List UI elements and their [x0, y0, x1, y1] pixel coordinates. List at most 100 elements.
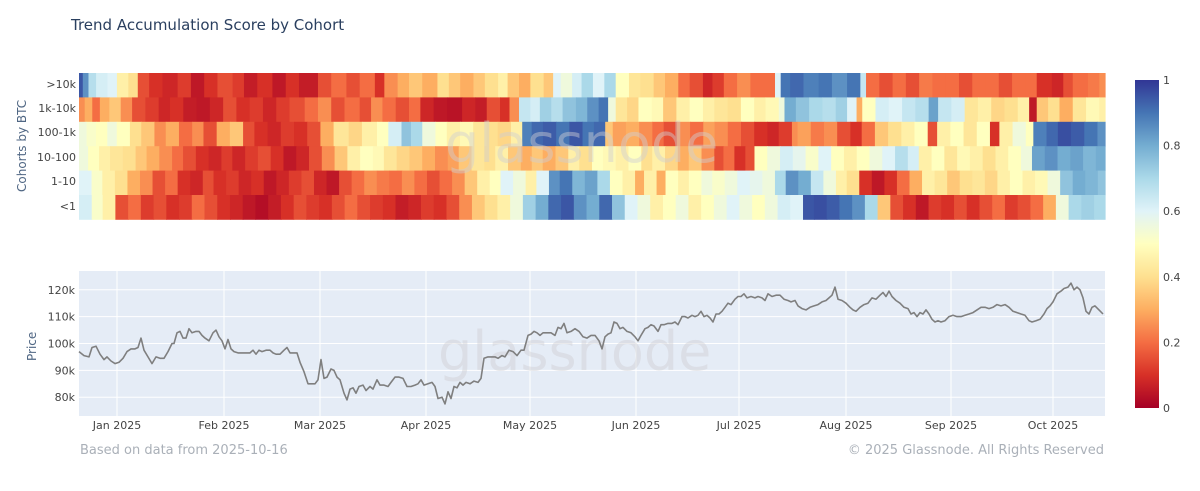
heatmap-cell — [223, 97, 238, 123]
cohort-label: 100-1k — [37, 126, 76, 139]
heatmap-cell — [204, 73, 219, 98]
heatmap-cell — [639, 121, 653, 147]
heatmap-cell — [110, 146, 124, 171]
heatmap-cell — [551, 97, 564, 123]
x-tick-label: Jun 2025 — [611, 419, 661, 432]
heatmap-cell — [289, 97, 306, 123]
heatmap-cell — [497, 121, 512, 147]
heatmap-cell — [1072, 170, 1086, 196]
heatmap-cell — [1017, 97, 1030, 123]
heatmap-cell — [947, 170, 961, 196]
heatmap-cell — [422, 121, 437, 147]
heatmap-cell — [306, 195, 320, 220]
heatmap-cell — [107, 73, 118, 98]
heatmap-cell — [739, 195, 753, 220]
heatmap-cell — [1097, 170, 1106, 196]
heatmap-cell — [701, 170, 713, 196]
heatmap-cell — [869, 146, 883, 171]
heatmap-cell — [213, 170, 227, 196]
heatmap-cell — [382, 195, 397, 220]
heatmap-cell — [662, 195, 677, 220]
heatmap-cell — [459, 121, 474, 147]
heatmap-cell — [409, 146, 423, 171]
heatmap-cell — [79, 195, 93, 220]
heatmap-cell — [823, 121, 838, 147]
heatmap-cell — [640, 73, 655, 98]
heatmap-cell — [471, 195, 486, 220]
heatmap-cell — [348, 121, 363, 147]
heatmap-cell — [107, 121, 118, 147]
heatmap-cell — [209, 97, 224, 123]
heatmap-cell — [484, 73, 499, 98]
heatmap-cell — [91, 195, 104, 220]
heatmap-cell — [972, 73, 987, 98]
heatmap-cell — [1036, 73, 1053, 98]
heatmap-cell — [446, 195, 460, 220]
heatmap-cell — [1029, 97, 1038, 123]
heatmap-cell — [964, 97, 979, 123]
colorbar-tick-label: 0 — [1163, 402, 1170, 415]
heatmap-cell — [522, 195, 537, 220]
heatmap-cell — [114, 170, 129, 196]
heatmap-cell — [726, 195, 740, 220]
heatmap-cell — [874, 121, 889, 147]
heatmap-cell — [1017, 195, 1032, 220]
heatmap-cell — [784, 97, 797, 123]
heatmap-cell — [177, 73, 192, 98]
heatmap-cell — [531, 121, 544, 147]
heatmap-cell — [888, 97, 903, 123]
heatmap-cell — [99, 97, 110, 123]
cohort-label: 10-100 — [37, 151, 76, 164]
heatmap-cell — [79, 121, 88, 147]
heatmap-cell — [934, 170, 948, 196]
heatmap-cell — [447, 146, 460, 171]
heatmap-cell — [92, 97, 101, 123]
heatmap-cell — [859, 170, 873, 196]
heatmap-cell — [420, 97, 435, 123]
heatmap-cell — [95, 121, 108, 147]
heatmap-cell — [344, 195, 358, 220]
heatmap-cell — [969, 146, 984, 171]
heatmap-cell — [798, 170, 812, 196]
heatmap-cell — [263, 170, 277, 196]
heatmap-cell — [221, 146, 233, 171]
heatmap-cell — [663, 97, 677, 123]
heatmap-cell — [162, 73, 179, 98]
heatmap-cell — [192, 121, 205, 147]
heatmap-cell — [579, 146, 593, 171]
heatmap-cell — [780, 73, 791, 98]
heatmap-cell — [331, 73, 347, 98]
heatmap-cell — [977, 97, 992, 123]
heatmap-cell — [238, 170, 252, 196]
heatmap-cell — [797, 121, 812, 147]
heatmap-cell — [272, 73, 287, 98]
heatmap-cell — [966, 195, 981, 220]
heatmap-cell — [740, 97, 755, 123]
heatmap-cell — [850, 121, 863, 147]
heatmap-cell — [293, 195, 307, 220]
heatmap-cell — [525, 170, 537, 196]
heatmap-cell — [283, 146, 297, 171]
heatmap-cell — [128, 73, 139, 98]
y-tick-label: 100k — [48, 338, 76, 351]
heatmap-cell — [941, 195, 955, 220]
heatmap-cell — [484, 146, 496, 171]
heatmap-cell — [809, 97, 824, 123]
heatmap-cell — [1030, 195, 1044, 220]
heatmap-cell — [714, 146, 725, 171]
cohort-label: 1-10 — [51, 175, 76, 188]
heatmap-cell — [191, 195, 206, 220]
heatmap-cell — [839, 195, 853, 220]
heatmap-cell — [714, 121, 729, 147]
heatmap-cell — [146, 146, 160, 171]
heatmap-cell — [612, 195, 626, 220]
heatmap-cell — [1094, 195, 1106, 220]
heatmap-cell — [309, 146, 323, 171]
heatmap-cell — [701, 195, 715, 220]
heatmap-cell — [509, 97, 520, 123]
heatmap-cell — [116, 121, 131, 147]
heatmap-cell — [520, 146, 533, 171]
heatmap-cell — [217, 73, 234, 98]
x-tick-label: May 2025 — [503, 419, 557, 432]
